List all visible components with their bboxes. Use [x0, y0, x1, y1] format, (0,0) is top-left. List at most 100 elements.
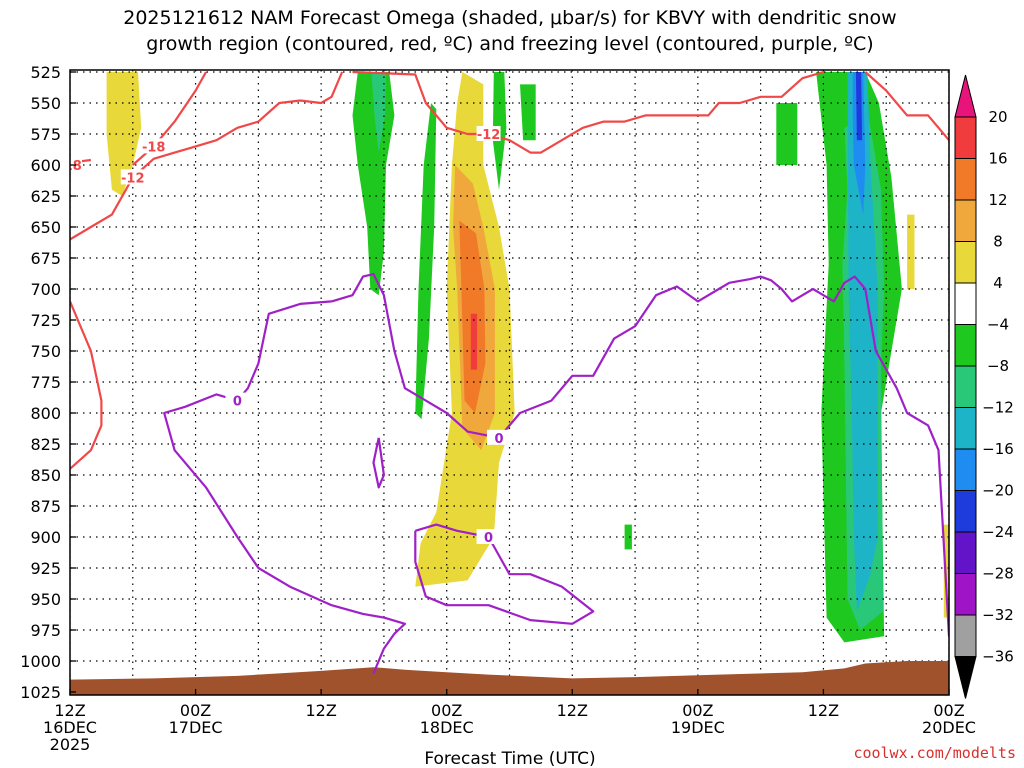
- colorbar-bin-0: [954, 116, 977, 159]
- omega-region-6: [371, 72, 386, 153]
- omega-region-11: [776, 103, 798, 165]
- colorbar-level-label-7: −12: [982, 399, 1014, 417]
- y-tick-label-875: 875: [30, 497, 61, 516]
- grid-layer: [70, 70, 949, 695]
- freezing-contour-line-3: [372, 437, 385, 489]
- omega-region-16: [855, 72, 863, 141]
- x-tick-label-1-2: 17DEC: [169, 718, 223, 737]
- colorbar-bin-11: [954, 573, 977, 616]
- colorbar-below-arrow: [954, 656, 977, 699]
- x-tick-label-4-1: 12Z: [557, 701, 588, 720]
- colorbar-level-label-9: −20: [982, 482, 1014, 500]
- credit-text: coolwx.com/modelts: [853, 744, 1016, 762]
- omega-region-14: [847, 72, 878, 612]
- x-tick-label-0-3: 2025: [50, 735, 91, 754]
- y-tick-label-1000: 1000: [20, 652, 61, 671]
- colorbar-level-label-13: −36: [982, 648, 1014, 666]
- freezing-contour-line-1: [163, 300, 406, 674]
- freezing-contour-label-2: 0: [484, 531, 493, 546]
- y-tick-label-975: 975: [30, 621, 61, 640]
- y-tick-label-575: 575: [30, 125, 61, 144]
- colorbar-level-label-5: −4: [987, 316, 1009, 334]
- y-tick-label-825: 825: [30, 435, 61, 454]
- x-tick-label-0-1: 12Z: [54, 701, 85, 720]
- y-tick-label-775: 775: [30, 373, 61, 392]
- colorbar-bin-12: [954, 614, 977, 657]
- dendritic-contour-label-3: -18: [142, 140, 166, 155]
- y-tick-label-850: 850: [30, 466, 61, 485]
- x-axis-label: Forecast Time (UTC): [424, 749, 595, 768]
- x-tick-label-7-1: 00Z: [933, 701, 964, 720]
- colorbar-bin-9: [954, 490, 977, 533]
- colorbar-level-label-2: 12: [988, 191, 1007, 209]
- colorbar-level-label-3: 8: [993, 233, 1003, 251]
- colorbar: 20 16 12 8 4 −4 −8 −12 −16 −20 −24 −28 −32 −36: [954, 74, 1014, 699]
- omega-region-7: [415, 103, 437, 420]
- colorbar-level-label-8: −16: [982, 440, 1014, 458]
- dendritic-contour-layer: -12 -12 -18 -18: [58, 70, 949, 470]
- dendritic-contour-line-1: [352, 70, 824, 154]
- y-tick-label-925: 925: [30, 559, 61, 578]
- freezing-contour-label-bg-2: [476, 529, 501, 544]
- y-tick-label-750: 750: [30, 342, 61, 361]
- omega-region-4: [470, 313, 478, 370]
- y-tick-label-900: 900: [30, 528, 61, 547]
- dendritic-contour-line-5: [70, 300, 103, 470]
- colorbar-bin-1: [954, 158, 977, 201]
- dendritic-contour-label-0: -12: [121, 171, 145, 186]
- colorbar-level-label-4: 4: [993, 274, 1003, 292]
- y-tick-label-525: 525: [30, 63, 61, 82]
- freezing-contour-label-bg-1: [225, 392, 250, 408]
- plot-area: -12 -12 -18 -18 0 0 0: [58, 70, 949, 695]
- colorbar-bin-6: [954, 365, 977, 408]
- dendritic-contour-label-bg-0: [120, 169, 145, 185]
- freezing-contour-line-2: [414, 523, 595, 625]
- freezing-contour-line-0: [331, 273, 949, 637]
- freezing-contour-label-bg-0: [487, 429, 512, 445]
- terrain-layer: [70, 661, 949, 695]
- y-tick-label-600: 600: [30, 156, 61, 175]
- freezing-level-contour-layer: 0 0 0: [163, 273, 949, 674]
- y-axis: 525 550 575 600 625 650 675 700 725 750 775 800 825 8…: [20, 63, 76, 702]
- x-tick-label-6-1: 12Z: [808, 701, 839, 720]
- colorbar-level-label-12: −32: [982, 606, 1014, 624]
- omega-region-17: [907, 214, 915, 289]
- y-tick-label-625: 625: [30, 187, 61, 206]
- x-tick-label-1-1: 00Z: [180, 701, 211, 720]
- colorbar-bin-3: [954, 241, 977, 284]
- y-tick-label-550: 550: [30, 94, 61, 113]
- x-tick-label-3-1: 00Z: [431, 701, 462, 720]
- omega-region-9: [520, 84, 536, 141]
- colorbar-bin-5: [954, 324, 977, 367]
- y-tick-label-950: 950: [30, 590, 61, 609]
- dendritic-contour-line-4: [864, 71, 949, 141]
- colorbar-level-label-11: −28: [982, 565, 1014, 583]
- x-tick-label-5-1: 00Z: [682, 701, 713, 720]
- x-tick-label-2-1: 12Z: [305, 701, 336, 720]
- terrain-fill: [70, 661, 949, 695]
- dendritic-contour-label-2: -18: [58, 159, 82, 174]
- omega-region-10: [624, 524, 632, 550]
- dendritic-contour-label-bg-3: [141, 138, 166, 154]
- y-tick-label-725: 725: [30, 311, 61, 330]
- x-tick-label-5-2: 19DEC: [671, 718, 725, 737]
- chart-title-line-1: 2025121612 NAM Forecast Omega (shaded, μ…: [123, 7, 896, 29]
- chart-title-line-2: growth region (contoured, red, ºC) and f…: [146, 33, 873, 55]
- colorbar-bin-8: [954, 448, 977, 491]
- x-tick-label-7-2: 20DEC: [922, 718, 976, 737]
- dendritic-contour-label-1: -12: [477, 128, 501, 143]
- y-tick-label-650: 650: [30, 218, 61, 237]
- colorbar-level-label-1: 16: [988, 150, 1007, 168]
- colorbar-bin-10: [954, 531, 977, 574]
- dendritic-contour-line-0: [70, 71, 344, 241]
- dendritic-contour-label-bg-1: [476, 126, 501, 141]
- y-tick-label-1025: 1025: [20, 683, 61, 702]
- colorbar-bin-7: [954, 407, 977, 450]
- omega-region-15: [852, 72, 866, 215]
- freezing-contour-label-1: 0: [233, 395, 242, 410]
- colorbar-level-label-0: 20: [988, 108, 1007, 126]
- colorbar-bin-4: [954, 282, 977, 325]
- colorbar-level-label-10: −24: [982, 523, 1014, 541]
